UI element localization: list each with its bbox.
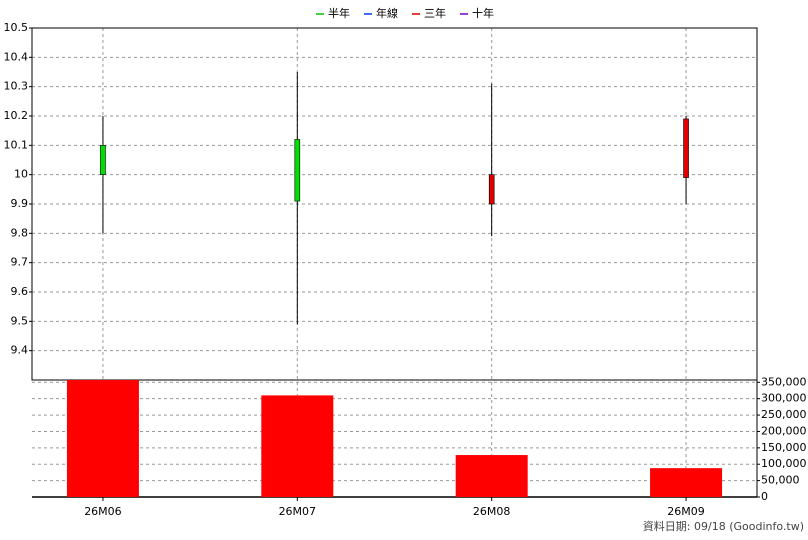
legend-label: 年線	[376, 6, 398, 20]
y2-tick-label: 50,000	[761, 474, 800, 487]
price-frame	[31, 27, 758, 381]
y-tick-label: 10.4	[4, 50, 29, 63]
y-tick-label: 9.4	[11, 344, 29, 357]
y-tick-label: 10.3	[4, 80, 29, 93]
y2-tick-label: 0	[761, 490, 768, 503]
x-tick-label: 26M09	[667, 505, 705, 518]
y2-tick-label: 200,000	[761, 424, 807, 437]
y-tick-label: 9.7	[11, 256, 29, 269]
y2-tick-label: 100,000	[761, 457, 807, 470]
source-note: 資料日期: 09/18 (Goodinfo.tw)	[643, 519, 804, 533]
y-tick-label: 9.9	[11, 197, 29, 210]
y-tick-label: 9.8	[11, 226, 29, 239]
volume-bar	[261, 395, 334, 497]
y2-tick-label: 350,000	[761, 375, 807, 388]
y-tick-label: 10	[14, 168, 28, 181]
y2-tick-label: 250,000	[761, 408, 807, 421]
volume-bar	[66, 380, 139, 497]
x-tick-label: 26M08	[473, 505, 511, 518]
candle-body	[100, 145, 106, 175]
legend-label: 十年	[472, 6, 494, 20]
volume-bar	[455, 455, 528, 497]
y-tick-label: 10.5	[4, 21, 29, 34]
candle-body	[488, 174, 495, 205]
y2-tick-label: 300,000	[761, 392, 807, 405]
candle-body	[294, 139, 301, 202]
candle-body	[683, 118, 689, 178]
y2-tick-label: 150,000	[761, 441, 807, 454]
legend-label: 三年	[424, 6, 446, 20]
x-tick-label: 26M07	[279, 505, 317, 518]
y-tick-label: 9.5	[11, 314, 29, 327]
volume-bar	[650, 468, 723, 497]
x-tick-label: 26M06	[84, 505, 122, 518]
y-tick-label: 10.1	[4, 138, 29, 151]
legend-label: 半年	[328, 6, 350, 20]
y-tick-label: 9.6	[11, 285, 29, 298]
y-tick-label: 10.2	[4, 109, 29, 122]
